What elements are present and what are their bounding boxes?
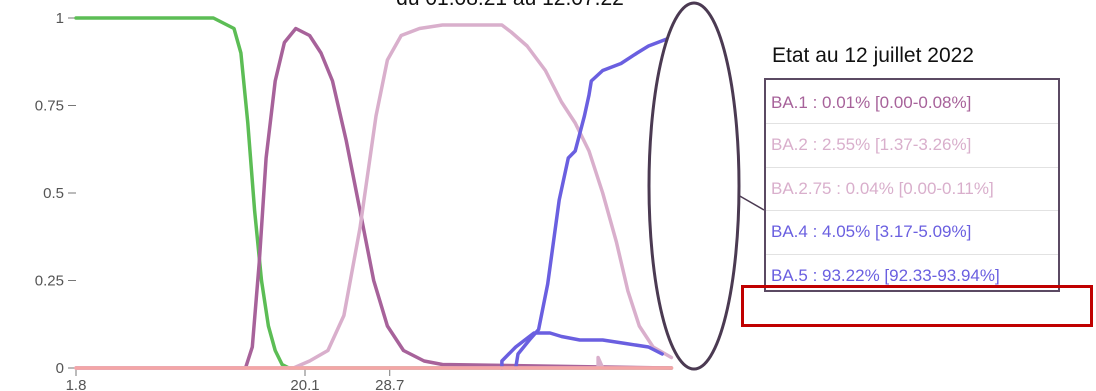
highlight-box: [741, 285, 1093, 327]
ellipse-connector-line: [737, 194, 765, 211]
legend-entry: BA.1 : 0.01% [0.00-0.08%]: [771, 93, 972, 112]
legend-separator: [766, 167, 1058, 168]
chart-subtitle: du 01.08.21 au 12.07.22: [396, 0, 624, 10]
chart-axes: 0 0.25 0.5 0.75 1 1.8 20.1 28.7: [35, 10, 405, 391]
series-ba-4: [500, 331, 664, 370]
series-layer: [74, 16, 674, 370]
legend-panel: [764, 78, 1060, 292]
legend-separator: [766, 123, 1058, 124]
y-tick-label: 0.75: [35, 98, 64, 115]
x-tick-label: 1.8: [66, 377, 87, 391]
y-tick-label: 1: [56, 10, 64, 27]
x-tick-label: 28.7: [375, 377, 404, 391]
legend-entry: BA.2 : 2.55% [1.37-3.26%]: [771, 135, 972, 154]
y-tick-label: 0.5: [43, 185, 64, 202]
series-ba-2: [74, 23, 674, 370]
legend-separator: [766, 210, 1058, 211]
x-tick-label: 20.1: [290, 377, 319, 391]
legend-separator: [766, 254, 1058, 255]
y-tick-label: 0.25: [35, 273, 64, 290]
legend-title: Etat au 12 juillet 2022: [772, 44, 974, 67]
series-ba-1: [74, 26, 674, 370]
series-ba-5: [513, 37, 669, 370]
highlight-ellipse: [647, 1, 741, 371]
y-tick-label: 0: [56, 360, 64, 377]
legend-entry: BA.4 : 4.05% [3.17-5.09%]: [771, 222, 972, 241]
legend-entry: BA.5 : 93.22% [92.33-93.94%]: [771, 266, 1000, 285]
legend-entry: BA.2.75 : 0.04% [0.00-0.11%]: [771, 179, 994, 198]
series-delta: [74, 16, 674, 370]
